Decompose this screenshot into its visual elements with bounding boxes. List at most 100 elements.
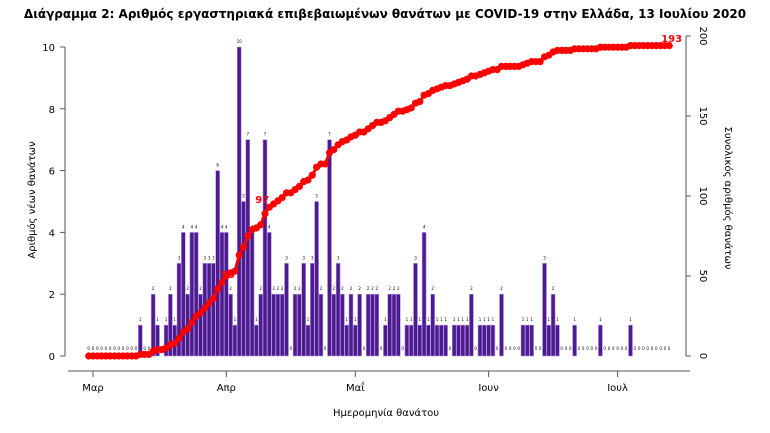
bar-label: 1 — [573, 317, 576, 322]
cumulative-point — [231, 267, 239, 275]
bar-label: 1 — [483, 317, 486, 322]
left-tick-label: 2 — [49, 290, 55, 301]
bar — [443, 324, 448, 357]
bar — [477, 324, 483, 357]
right-tick-label: 0 — [697, 353, 708, 359]
bar-label: 0 — [603, 346, 606, 351]
bar — [275, 293, 281, 357]
bar-label: 0 — [659, 346, 662, 351]
left-tick-label: 0 — [49, 352, 55, 363]
right-tick-label: 200 — [697, 26, 708, 45]
bar — [404, 324, 410, 357]
bar — [365, 293, 371, 357]
right-tick-label: 100 — [697, 186, 708, 205]
bar — [408, 324, 414, 357]
bar — [318, 293, 324, 357]
bar-label: 0 — [646, 346, 649, 351]
bar-label: 0 — [105, 346, 108, 351]
bar-label: 2 — [277, 286, 280, 291]
cumulative-point — [295, 182, 303, 190]
left-y-axis: 0 2 4 6 8 10 — [42, 43, 66, 363]
bar-label: 3 — [204, 255, 207, 260]
bar-label: 1 — [427, 317, 430, 322]
x-tick-label: Ιουν — [478, 383, 499, 394]
bar-label: 1 — [629, 317, 632, 322]
bar-label: 4 — [221, 224, 224, 229]
bar-label: 1 — [599, 317, 602, 322]
bar-label: 1 — [354, 317, 357, 322]
bar — [241, 201, 246, 357]
bar — [219, 232, 225, 357]
bar — [481, 324, 487, 357]
cumulative-point — [330, 146, 338, 154]
bar-label: 1 — [139, 317, 142, 322]
bar — [249, 232, 255, 357]
bar-label: 0 — [87, 346, 90, 351]
bar-label: 5 — [315, 194, 318, 199]
bar — [546, 324, 552, 357]
bar — [434, 324, 440, 357]
bar-label: 2 — [169, 286, 172, 291]
bar — [155, 324, 160, 357]
bar-label: 0 — [616, 346, 619, 351]
bar-label: 2 — [298, 286, 301, 291]
bar-label: 2 — [281, 286, 284, 291]
bar — [309, 262, 315, 357]
left-tick-label: 10 — [42, 43, 55, 54]
cumulative-point — [239, 243, 248, 251]
bar-label: 1 — [453, 317, 456, 322]
cumulative-point — [175, 334, 183, 342]
bar-label: 0 — [92, 346, 95, 351]
bar-label: 1 — [255, 317, 258, 322]
bar-label: 2 — [371, 286, 374, 291]
bar-label: 0 — [621, 346, 624, 351]
bar — [327, 139, 332, 357]
bar-label: 1 — [345, 317, 348, 322]
bar-label: 0 — [380, 346, 383, 351]
bar — [284, 262, 289, 357]
bar — [301, 262, 307, 357]
bar — [456, 324, 461, 357]
bar — [542, 262, 547, 357]
bar-label: 0 — [143, 346, 146, 351]
cumulative-point — [308, 171, 316, 179]
bar — [464, 324, 470, 357]
bar — [181, 232, 186, 357]
bar — [348, 293, 354, 357]
right-tick-label: 150 — [697, 106, 708, 125]
bar-label: 1 — [440, 317, 443, 322]
bar — [598, 324, 603, 357]
bar-label: 0 — [324, 346, 327, 351]
bar-label: 0 — [496, 346, 499, 351]
bar-label: 2 — [552, 286, 555, 291]
bar — [628, 324, 633, 357]
x-tick-label: Μαρ — [82, 383, 104, 394]
x-tick-label: Ιουλ — [607, 383, 628, 394]
bar — [383, 324, 388, 357]
bar-label: 0 — [608, 346, 611, 351]
bar-label: 0 — [126, 346, 129, 351]
bar-label: 1 — [530, 317, 533, 322]
bar — [258, 293, 264, 357]
bar-label: 3 — [212, 255, 215, 260]
bar-label: 1 — [479, 317, 482, 322]
cumulative-annotation: 193 — [661, 34, 682, 45]
bar-label: 4 — [268, 224, 271, 229]
bar-label: 2 — [358, 286, 361, 291]
bar — [486, 324, 491, 357]
bar-label: 7 — [247, 132, 250, 137]
bar — [438, 324, 444, 357]
bar-label: 1 — [384, 317, 387, 322]
bar — [193, 232, 199, 357]
bar-label: 2 — [431, 286, 434, 291]
bar — [254, 324, 259, 357]
bar-label: 7 — [264, 132, 267, 137]
bar — [176, 262, 182, 357]
bar — [572, 324, 577, 357]
right-y-axis: 0 50 100 150 200 — [685, 26, 708, 359]
bar — [490, 324, 496, 357]
bar-label: 0 — [290, 346, 293, 351]
left-y-axis-title: Αριθμός νέων θανάτων — [26, 141, 38, 259]
bar — [426, 324, 431, 357]
cumulative-point — [201, 304, 209, 312]
